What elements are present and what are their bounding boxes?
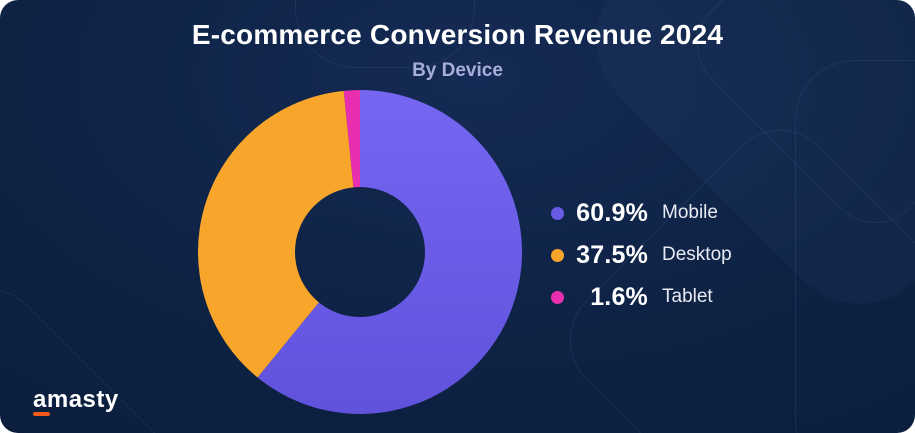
donut-chart xyxy=(195,87,525,417)
legend-dot xyxy=(551,206,564,220)
legend-dot xyxy=(551,248,564,262)
brand-logo-accent-underline xyxy=(33,412,50,416)
legend-label: Desktop xyxy=(662,244,732,265)
pie-slice-desktop xyxy=(197,90,354,378)
chart-subtitle: By Device xyxy=(412,60,503,81)
legend-percent-value: 60.9% xyxy=(576,198,648,227)
legend-item-mobile: 60.9% Mobile xyxy=(551,198,732,228)
legend: 60.9% Mobile 37.5% Desktop 1.6% Tablet xyxy=(551,198,732,312)
legend-dot xyxy=(551,290,564,304)
background-pattern-shape xyxy=(795,60,915,433)
legend-percent-value: 37.5% xyxy=(576,240,648,269)
legend-item-desktop: 37.5% Desktop xyxy=(551,240,732,270)
pie-slice-tablet xyxy=(343,90,360,188)
legend-label: Mobile xyxy=(662,202,718,223)
brand-logo: amasty xyxy=(33,386,119,416)
pie-slice-mobile xyxy=(257,90,522,414)
donut-chart-svg xyxy=(197,90,522,414)
header: E-commerce Conversion Revenue 2024 By De… xyxy=(0,20,915,82)
brand-logo-text: amasty xyxy=(33,386,119,413)
chart-title: E-commerce Conversion Revenue 2024 xyxy=(191,19,724,50)
legend-percent-value: 1.6% xyxy=(590,282,648,311)
legend-label: Tablet xyxy=(662,286,713,307)
legend-item-tablet: 1.6% Tablet xyxy=(551,282,732,312)
